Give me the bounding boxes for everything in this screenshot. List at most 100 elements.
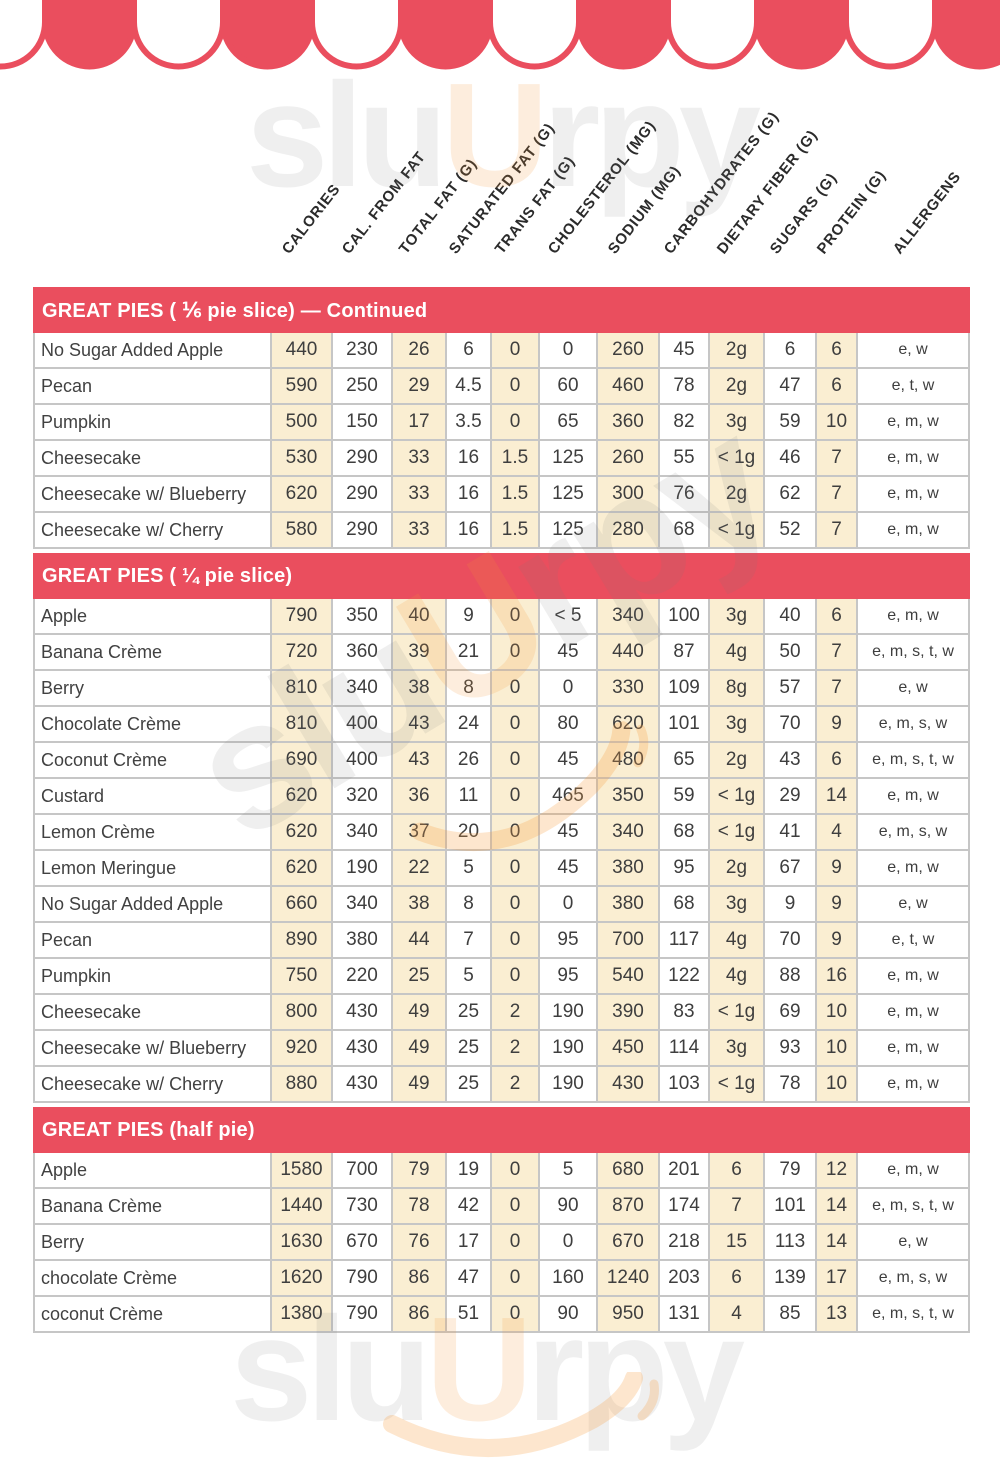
value-cell: 4 [817, 815, 858, 851]
value-cell: 430 [333, 1067, 393, 1103]
row-name-cell: Pecan [33, 369, 272, 405]
value-cell: 6 [765, 333, 817, 369]
value-cell: 540 [598, 959, 660, 995]
value-cell: 290 [333, 513, 393, 549]
value-cell: 690 [272, 743, 333, 779]
value-cell: 0 [492, 851, 540, 887]
value-cell: 16 [447, 513, 492, 549]
value-cell: 0 [492, 1225, 540, 1261]
row-name-cell: No Sugar Added Apple [33, 333, 272, 369]
value-cell: 122 [660, 959, 710, 995]
row-name-cell: coconut Crème [33, 1297, 272, 1333]
value-cell: 100 [660, 599, 710, 635]
value-cell: 790 [333, 1261, 393, 1297]
row-name-cell: Pumpkin [33, 959, 272, 995]
value-cell: 5 [447, 959, 492, 995]
value-cell: 2g [710, 743, 765, 779]
section-header-band: GREAT PIES ( ⅙ pie slice) — Continued [33, 287, 970, 333]
value-cell: 7 [817, 441, 858, 477]
value-cell: 25 [447, 1031, 492, 1067]
value-cell: 45 [540, 815, 598, 851]
value-cell: 4g [710, 959, 765, 995]
value-cell: 350 [598, 779, 660, 815]
value-cell: 16 [817, 959, 858, 995]
table-row: Apple 1580 700 79 19 0 5 680 201 6 79 12 e, m, w [33, 1153, 970, 1189]
value-cell: 5 [447, 851, 492, 887]
value-cell: 0 [492, 599, 540, 635]
value-cell: 360 [598, 405, 660, 441]
value-cell: 17 [817, 1261, 858, 1297]
value-cell: 0 [492, 635, 540, 671]
column-header-allergens: ALLERGENS [889, 168, 965, 258]
table-row: Pecan 890 380 44 7 0 95 700 117 4g 70 9 e, t, w [33, 923, 970, 959]
value-cell: 0 [492, 671, 540, 707]
value-cell: 125 [540, 513, 598, 549]
value-cell: 430 [598, 1067, 660, 1103]
value-cell: 0 [492, 815, 540, 851]
value-cell: 79 [393, 1153, 447, 1189]
value-cell: 0 [492, 405, 540, 441]
value-cell: 280 [598, 513, 660, 549]
value-cell: 1380 [272, 1297, 333, 1333]
value-cell: 70 [765, 923, 817, 959]
table-row: Custard 620 320 36 11 0 465 350 59 < 1g 29 14 e, m, … [33, 779, 970, 815]
value-cell: 0 [540, 333, 598, 369]
value-cell: 59 [660, 779, 710, 815]
value-cell: 8g [710, 671, 765, 707]
value-cell: 0 [492, 1297, 540, 1333]
value-cell: 810 [272, 707, 333, 743]
value-cell: 13 [817, 1297, 858, 1333]
smile-swoosh-icon [383, 1372, 659, 1458]
value-cell: 38 [393, 887, 447, 923]
value-cell: 50 [765, 635, 817, 671]
value-cell: 670 [598, 1225, 660, 1261]
value-cell: 40 [765, 599, 817, 635]
table-row: Chocolate Crème 810 400 43 24 0 80 620 101 3g 70 9 e… [33, 707, 970, 743]
value-cell: 380 [333, 923, 393, 959]
row-name-cell: Apple [33, 599, 272, 635]
value-cell: 47 [765, 369, 817, 405]
row-name-cell: Lemon Meringue [33, 851, 272, 887]
value-cell: 3g [710, 707, 765, 743]
table-row: No Sugar Added Apple 440 230 26 6 0 0 260 45 2g 6 6… [33, 333, 970, 369]
allergens-cell: e, m, w [858, 779, 970, 815]
allergens-cell: e, m, s, t, w [858, 635, 970, 671]
value-cell: 9 [817, 707, 858, 743]
allergens-cell: e, m, w [858, 959, 970, 995]
allergens-cell: e, m, w [858, 477, 970, 513]
value-cell: 320 [333, 779, 393, 815]
value-cell: 69 [765, 995, 817, 1031]
value-cell: 4.5 [447, 369, 492, 405]
value-cell: 0 [492, 1153, 540, 1189]
value-cell: 2 [492, 1031, 540, 1067]
value-cell: 80 [540, 707, 598, 743]
value-cell: 90 [540, 1189, 598, 1225]
value-cell: 86 [393, 1261, 447, 1297]
value-cell: 2g [710, 851, 765, 887]
value-cell: < 1g [710, 1067, 765, 1103]
allergens-cell: e, m, w [858, 1031, 970, 1067]
value-cell: 45 [540, 635, 598, 671]
row-name-cell: Cheesecake w/ Cherry [33, 513, 272, 549]
value-cell: 9 [817, 851, 858, 887]
value-cell: 125 [540, 441, 598, 477]
table-row: Coconut Crème 690 400 43 26 0 45 480 65 2g 43 6 e, m… [33, 743, 970, 779]
value-cell: 660 [272, 887, 333, 923]
allergens-cell: e, m, s, t, w [858, 1297, 970, 1333]
value-cell: 620 [272, 477, 333, 513]
row-name-cell: Apple [33, 1153, 272, 1189]
value-cell: 6 [710, 1261, 765, 1297]
value-cell: 203 [660, 1261, 710, 1297]
value-cell: 52 [765, 513, 817, 549]
value-cell: 1630 [272, 1225, 333, 1261]
value-cell: 260 [598, 441, 660, 477]
awning-scallop-red [932, 0, 1000, 70]
value-cell: 14 [817, 1189, 858, 1225]
value-cell: 36 [393, 779, 447, 815]
table-row: Lemon Meringue 620 190 22 5 0 45 380 95 2g 67 9 e, m… [33, 851, 970, 887]
allergens-cell: e, m, w [858, 599, 970, 635]
value-cell: 218 [660, 1225, 710, 1261]
value-cell: 350 [333, 599, 393, 635]
value-cell: 680 [598, 1153, 660, 1189]
